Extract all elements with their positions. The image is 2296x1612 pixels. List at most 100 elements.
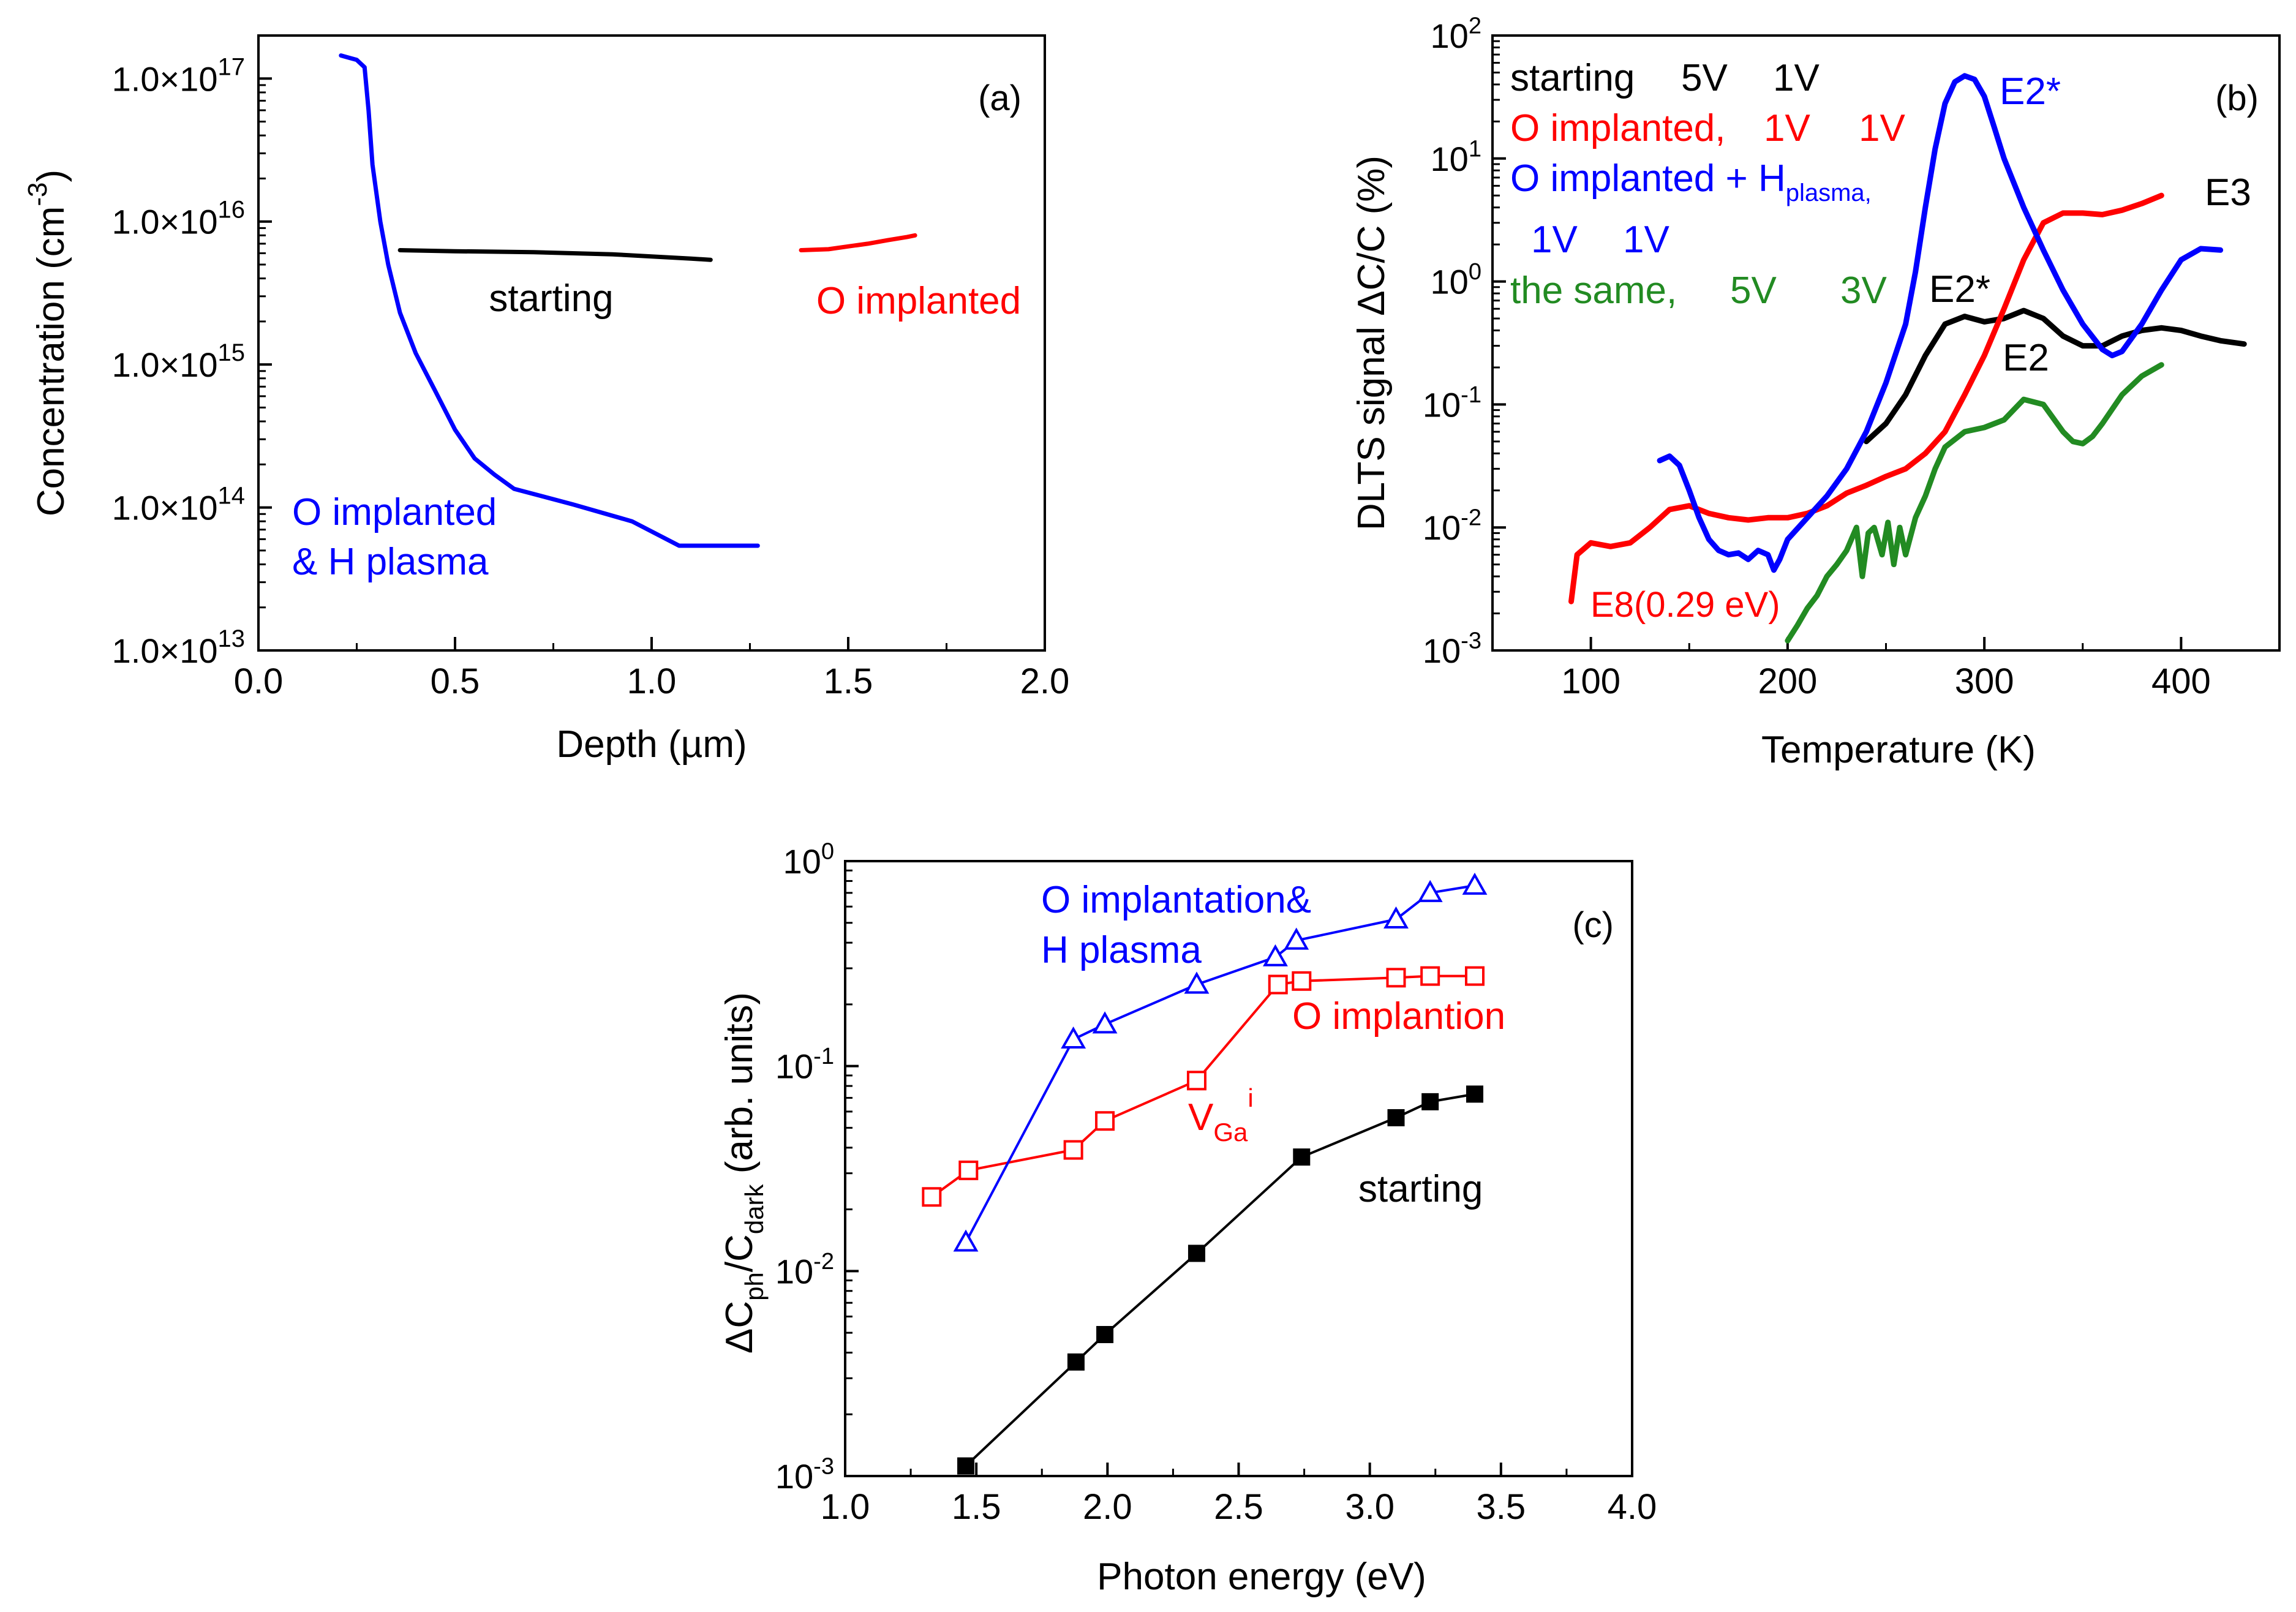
y-tick-label-part-0: 10 xyxy=(1431,140,1469,178)
series-line-c-1 xyxy=(930,974,1476,1199)
data-point-c-o-implantion xyxy=(1386,968,1406,988)
data-point-c-o-h-plasma xyxy=(1383,906,1409,929)
x-tick-label: 200 xyxy=(1758,661,1817,701)
data-point-c-starting xyxy=(1421,1093,1439,1110)
legend-b-same-v1: 5V xyxy=(1730,269,1777,312)
y-tick-label-part-1: 17 xyxy=(218,53,246,80)
annotation-o-implanted-h-a: O implanted xyxy=(292,491,497,533)
y-tick-label-part-1: -3 xyxy=(1461,628,1481,653)
y-tick-label: 1.0×1014 xyxy=(112,483,245,527)
y-tick-label: 101 xyxy=(1431,136,1481,178)
legend-b-starting-v2: 1V xyxy=(1773,57,1820,99)
annotation-h-plasma-a: & H plasma xyxy=(292,541,489,583)
x-tick-label: 1.0 xyxy=(821,1487,870,1527)
legend-b-oimpl-h-part-0: O implanted + H xyxy=(1510,157,1786,200)
series-line-b-2 xyxy=(1657,73,2224,573)
y-axis-label-b: DLTS signal ΔC/C (%) xyxy=(1350,156,1393,530)
annotation-e3: E3 xyxy=(2205,171,2251,214)
y-tick-label-part-0: 1.0×10 xyxy=(112,345,218,384)
x-tick-label: 2.5 xyxy=(1214,1487,1263,1527)
y-tick-label-part-1: -2 xyxy=(1461,505,1481,531)
y-axis-label-c-part-1: ph xyxy=(740,1272,769,1301)
legend-b-same: the same, xyxy=(1510,269,1677,312)
legend-b-oimpl-v1: 1V xyxy=(1764,107,1810,149)
x-axis-label-c: Photon energy (eV) xyxy=(1097,1556,1426,1598)
series-line-a-1 xyxy=(799,233,917,252)
y-tick-label-part-1: 0 xyxy=(821,838,834,864)
annotation-c-o-implantion: O implantion xyxy=(1292,995,1505,1038)
panel-c: 1.0 1.5 2.0 2.5 3.0 3.5 4.010-310-210-1100(c)O… xyxy=(718,838,1657,1598)
y-tick-label: 10-3 xyxy=(1423,628,1481,670)
y-tick-label: 1.0×1016 xyxy=(112,197,245,241)
x-tick-label: 4.0 xyxy=(1608,1487,1657,1527)
data-point-c-starting xyxy=(957,1457,975,1475)
x-tick-label: 1.5 xyxy=(952,1487,1001,1527)
y-tick-label-part-0: 10 xyxy=(775,1047,813,1086)
annotation-e2: E2 xyxy=(2003,337,2049,379)
data-point-c-starting xyxy=(1466,1085,1483,1103)
data-point-c-o-implantion xyxy=(1268,974,1288,995)
y-tick-label-part-1: -1 xyxy=(1461,382,1481,408)
y-axis-label-a-part-1: -3 xyxy=(23,182,53,206)
legend-b-oimpl-v2: 1V xyxy=(1859,107,1905,149)
data-point-c-o-implantion xyxy=(1186,1071,1206,1091)
y-tick-label-part-0: 1.0×10 xyxy=(112,631,218,670)
y-tick-label: 100 xyxy=(783,838,834,881)
annotation-c-vgai: VGai xyxy=(1188,1083,1254,1147)
x-tick-label: 2.0 xyxy=(1083,1487,1132,1527)
y-tick-label: 1.0×1013 xyxy=(112,625,245,670)
y-tick-label-part-1: -2 xyxy=(813,1249,834,1275)
y-tick-label-part-1: 1 xyxy=(1469,136,1481,162)
data-point-c-o-implantion xyxy=(1465,966,1485,986)
data-point-c-starting xyxy=(1067,1353,1085,1371)
y-axis-label-c: ΔCph/Cdark (arb. units) xyxy=(718,992,769,1354)
y-tick-label-part-1: 13 xyxy=(218,625,246,652)
legend-b-oimpl-h: O implanted + Hplasma, xyxy=(1510,157,1872,206)
legend-b-starting: starting xyxy=(1510,57,1635,99)
legend-b-oimpl-h-part-1: plasma, xyxy=(1786,179,1872,206)
panel-a: 0.0 0.5 1.0 1.5 2.01.0×10131.0×10141.0×10151… xyxy=(23,34,1070,766)
y-tick-label: 10-2 xyxy=(1423,505,1481,548)
data-point-c-starting xyxy=(1387,1109,1405,1126)
annotation-o-implanted-a: O implanted xyxy=(816,280,1021,322)
series-line-b-0 xyxy=(1863,307,2247,445)
y-axis-label-c-part-4: (arb. units) xyxy=(718,992,761,1185)
annotation-e8: E8(0.29 eV) xyxy=(1590,585,1780,625)
data-point-c-o-implantion xyxy=(1292,971,1312,991)
data-point-c-o-h-plasma xyxy=(1184,971,1210,994)
x-tick-label: 300 xyxy=(1955,661,2014,701)
y-tick-label-part-0: 10 xyxy=(783,842,821,881)
y-tick-label-part-0: 10 xyxy=(1431,263,1469,301)
y-tick-label-part-0: 10 xyxy=(1431,17,1469,55)
data-point-c-o-h-plasma xyxy=(1284,927,1309,950)
y-tick-label-part-0: 10 xyxy=(775,1252,813,1290)
data-point-c-o-implantion xyxy=(1420,966,1440,986)
y-tick-label-part-0: 1.0×10 xyxy=(112,489,218,527)
y-tick-label: 1.0×1015 xyxy=(112,339,245,384)
panel-b: 100 200 300 40010-310-210-1100101102(b)star… xyxy=(1350,13,2281,771)
data-point-c-starting xyxy=(1293,1148,1311,1166)
data-point-c-o-h-plasma xyxy=(1462,872,1488,895)
data-point-c-starting xyxy=(1096,1326,1114,1344)
x-tick-label: 3.0 xyxy=(1345,1487,1395,1527)
data-point-c-o-h-plasma xyxy=(1263,944,1288,966)
data-point-c-o-implantion xyxy=(1063,1140,1083,1160)
legend-b-oimpl-h-v2: 1V xyxy=(1623,219,1669,261)
data-point-c-o-h-plasma xyxy=(953,1229,979,1252)
data-point-c-o-h-plasma xyxy=(1061,1026,1086,1049)
data-point-c-o-implantion xyxy=(922,1187,942,1207)
x-tick-label: 3.5 xyxy=(1477,1487,1526,1527)
legend-b-oimpl-h-v1: 1V xyxy=(1531,219,1578,261)
legend-b-starting-v1: 5V xyxy=(1681,57,1728,99)
x-tick-label: 0.0 xyxy=(234,661,284,701)
data-point-c-o-implantion xyxy=(958,1160,979,1180)
data-point-c-starting xyxy=(1188,1245,1205,1262)
x-tick-label: 2.0 xyxy=(1020,661,1070,701)
y-tick-label-part-0: 10 xyxy=(775,1457,813,1496)
y-tick-label: 102 xyxy=(1431,13,1481,55)
y-tick-label: 10-3 xyxy=(775,1453,834,1496)
panel-label-c: (c) xyxy=(1572,905,1614,945)
legend-b-same-v2: 3V xyxy=(1840,269,1887,312)
x-axis-label-a: Depth (µm) xyxy=(556,723,747,766)
y-tick-label-part-1: -3 xyxy=(813,1453,834,1479)
